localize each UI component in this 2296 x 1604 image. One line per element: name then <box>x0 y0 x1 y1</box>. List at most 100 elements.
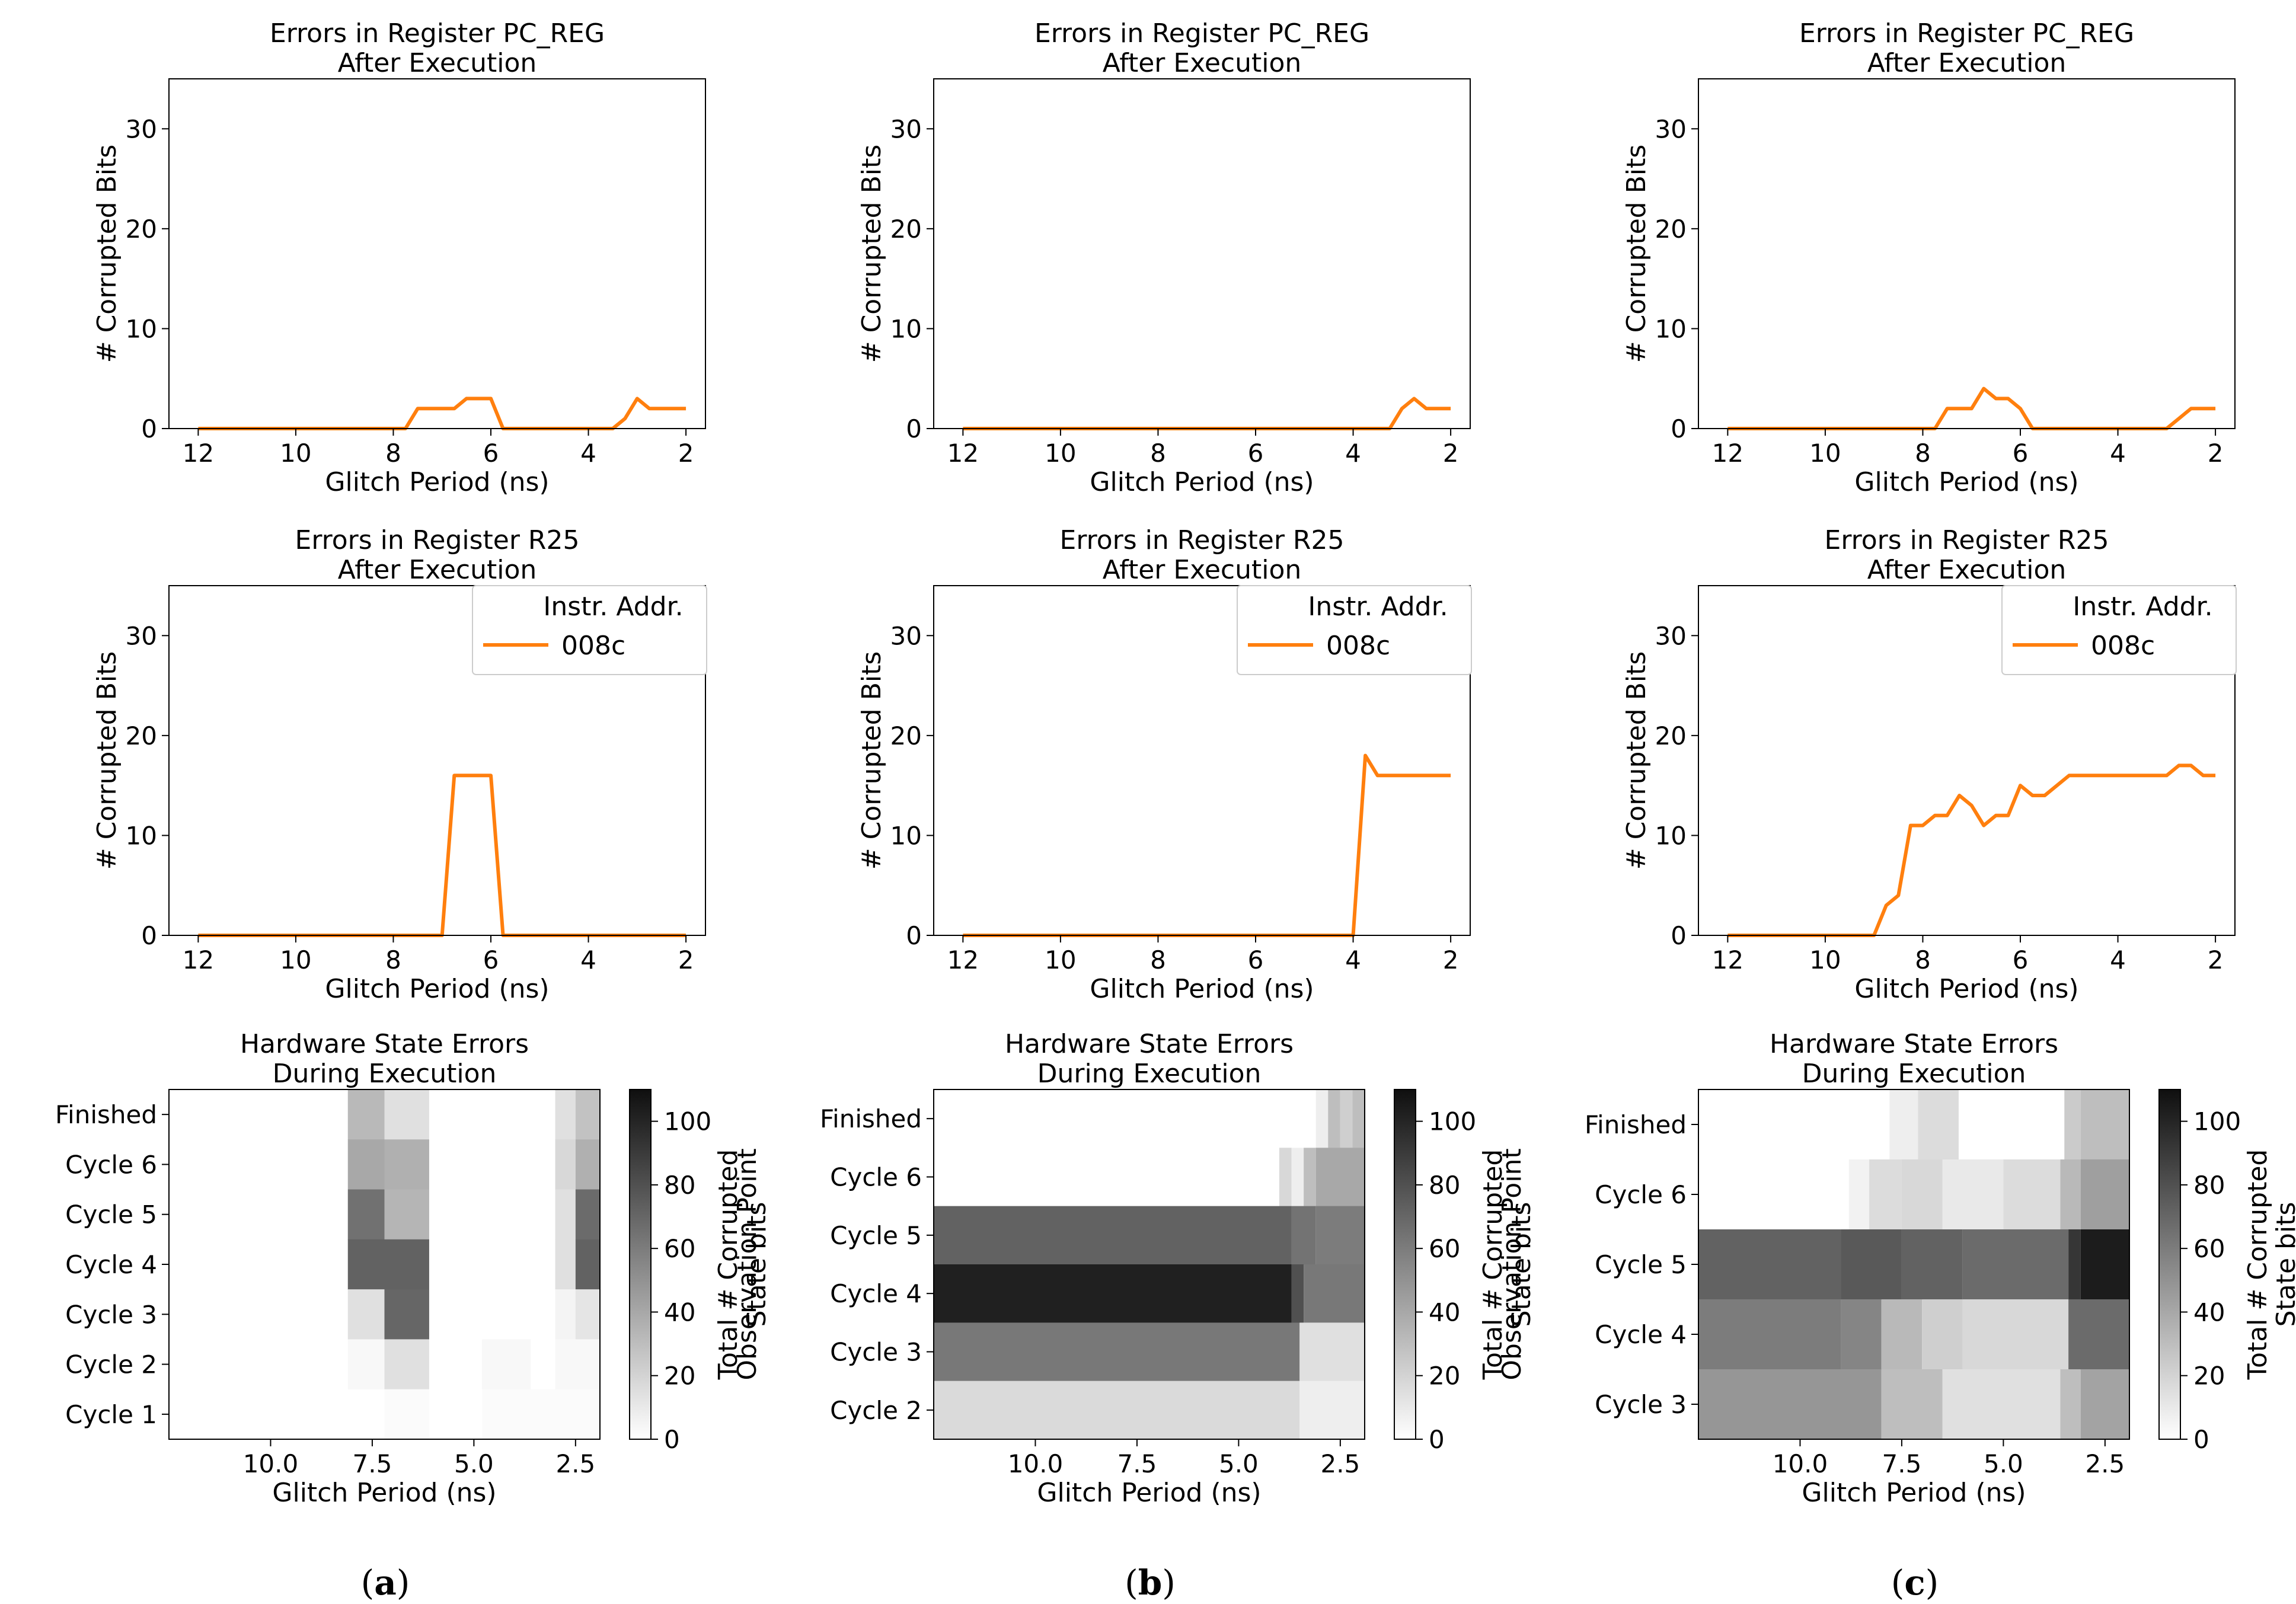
col-c-heat-heatmap-cell <box>1942 1369 2061 1440</box>
col-c-r25-xtick-label: 8 <box>1915 945 1931 974</box>
col-b-heat-heatmap-cell <box>1315 1089 1329 1148</box>
col-c-pcreg-xlabel: Glitch Period (ns) <box>1854 467 2078 497</box>
col-c-pcreg-ytick-label: 20 <box>1655 215 1687 244</box>
col-a-pcreg-xtick-label: 6 <box>483 439 499 468</box>
col-c-heat-heatmap-cell <box>1841 1229 1902 1300</box>
col-a-heat-cbar-tick-label: 20 <box>664 1362 695 1391</box>
col-a-heat-row-label: Cycle 3 <box>65 1300 157 1329</box>
col-b-heat-heatmap-cell <box>1315 1206 1365 1265</box>
col-b-r25-ytick-label: 20 <box>890 721 922 750</box>
col-c-heat-heatmap-cell <box>2068 1229 2081 1300</box>
col-b-heat-cbar-tick-label: 40 <box>1429 1298 1460 1327</box>
col-c-r25-ylabel: # Corrupted Bits <box>1621 651 1652 870</box>
col-b-r25-xtick-label: 8 <box>1150 945 1166 974</box>
col-a-heat-row-label: Cycle 4 <box>65 1250 157 1279</box>
col-c-heat-heatmap-cell <box>2060 1369 2081 1440</box>
subfigure-caption: (c) <box>1891 1563 1939 1603</box>
col-a-heat-heatmap-cell <box>384 1339 429 1390</box>
col-a-pcreg-xtick-label: 2 <box>678 439 694 468</box>
col-b-r25-title-line: Errors in Register R25 <box>1060 525 1345 555</box>
col-b-pcreg-ytick-label: 10 <box>890 314 922 343</box>
col-a-heat-heatmap-cell <box>555 1139 576 1190</box>
col-c-heat-xtick-label: 5.0 <box>1984 1449 2023 1478</box>
col-b-heat-row-label: Finished <box>820 1104 922 1133</box>
col-a-heat-cbar-tick-label: 40 <box>664 1298 695 1327</box>
col-b-heat-cbar-tick-label: 0 <box>1429 1425 1445 1454</box>
col-b-heat-cbar-label-line: Total # Corrupted <box>1478 1149 1508 1381</box>
col-c-r25-ytick-label: 0 <box>1671 921 1687 950</box>
col-c-heat-heatmap-cell <box>1698 1299 1841 1370</box>
col-a-pcreg-axes-frame <box>168 78 706 429</box>
col-c-pcreg-axes-frame <box>1698 78 2236 429</box>
col-b-heat-row-label: Cycle 4 <box>830 1279 922 1308</box>
col-b-r25-xtick-label: 6 <box>1248 945 1264 974</box>
col-a-r25-xtick-label: 4 <box>580 945 596 974</box>
col-c-r25-title-line: Errors in Register R25 <box>1825 525 2109 555</box>
col-b-pcreg-xtick-label: 8 <box>1150 439 1166 468</box>
col-c-heat-xtick-label: 2.5 <box>2085 1449 2125 1478</box>
col-a-pcreg-ylabel: # Corrupted Bits <box>92 145 122 363</box>
col-a-pcreg-xtick-label: 12 <box>183 439 214 468</box>
col-a-r25-title-line: After Execution <box>338 555 537 585</box>
col-a-heat-heatmap-cell <box>555 1289 576 1340</box>
col-a-heat-heatmap-cell <box>555 1339 600 1390</box>
col-c-heat-cbar-label-line: State bits <box>2271 1202 2296 1327</box>
col-c-heat-heatmap-cell <box>2080 1229 2129 1300</box>
col-b-heat-xtick-label: 10.0 <box>1008 1449 1064 1478</box>
col-a-heat-heatmap-cell <box>482 1389 600 1440</box>
col-a-pcreg-xtick-label: 4 <box>580 439 596 468</box>
col-a-r25-xtick-label: 2 <box>678 945 694 974</box>
col-b-heat-heatmap-cell <box>1291 1148 1304 1207</box>
col-b-heat-row-label: Cycle 5 <box>830 1221 922 1250</box>
col-b-r25-ytick-label: 0 <box>906 921 922 950</box>
col-c-heat-heatmap-cell <box>1901 1229 1963 1300</box>
col-c-heat-heatmap-cell <box>2080 1159 2129 1230</box>
col-b-r25-ytick-label: 10 <box>890 821 922 850</box>
col-a-heat-heatmap-cell <box>575 1189 600 1240</box>
col-b-heat-row-label: Cycle 3 <box>830 1338 922 1367</box>
col-a-heat-heatmap-cell <box>347 1239 429 1290</box>
col-c-heat-heatmap-cell <box>1881 1369 1943 1440</box>
col-c-pcreg-xtick-label: 4 <box>2110 439 2126 468</box>
col-b-r25-series-line <box>963 753 1451 937</box>
col-b-r25-legend-box <box>1237 585 1472 675</box>
col-c-heat-heatmap-cell <box>1942 1159 2004 1230</box>
col-a-heat-xtick-label: 7.5 <box>353 1449 392 1478</box>
col-a-heat-heatmap-cell <box>384 1189 429 1240</box>
col-a-r25-xtick-label: 10 <box>280 945 311 974</box>
col-a-heat-heatmap-cell <box>575 1239 600 1290</box>
col-c-heat-cbar-label-line: Total # Corrupted <box>2243 1149 2273 1381</box>
col-c-heat-cbar-tick-label: 100 <box>2193 1107 2241 1136</box>
col-a-heat-cbar-tick-label: 60 <box>664 1234 695 1263</box>
col-a-heat-heatmap-cell <box>347 1339 385 1390</box>
col-a-heat-row-label: Cycle 5 <box>65 1200 157 1229</box>
col-b-r25-xtick-label: 4 <box>1345 945 1361 974</box>
col-b-pcreg-title-line: Errors in Register PC_REG <box>1034 18 1369 49</box>
col-b-pcreg-title-line: After Execution <box>1103 48 1302 78</box>
col-a-r25-ylabel: # Corrupted Bits <box>92 651 122 870</box>
col-a-r25-ytick-label: 20 <box>126 721 157 750</box>
col-a-heat-heatmap-cell <box>555 1189 576 1240</box>
col-c-pcreg-title-line: After Execution <box>1867 48 2067 78</box>
col-a-heat-xtick-label: 5.0 <box>454 1449 494 1478</box>
col-c-r25-legend-entry: 008c <box>2091 631 2155 661</box>
col-a-heat-row-label: Cycle 1 <box>65 1400 157 1429</box>
col-b-heat-cbar-tick-label: 60 <box>1429 1234 1460 1263</box>
col-a-r25-xlabel: Glitch Period (ns) <box>325 974 549 1004</box>
col-c-pcreg-ylabel: # Corrupted Bits <box>1621 145 1652 363</box>
col-b-pcreg-xtick-label: 10 <box>1045 439 1076 468</box>
col-c-heat-cbar-tick-label: 0 <box>2193 1425 2209 1454</box>
col-a-r25-ytick-label: 30 <box>126 621 157 650</box>
col-c-pcreg-xtick-label: 2 <box>2208 439 2224 468</box>
col-c-heat-heatmap-cell <box>2068 1299 2129 1370</box>
col-a-r25-xtick-label: 12 <box>183 945 214 974</box>
col-b-heat-row-label: Cycle 2 <box>830 1396 922 1425</box>
col-b-pcreg-ylabel: # Corrupted Bits <box>857 145 887 363</box>
col-a-pcreg-xtick-label: 10 <box>280 439 311 468</box>
col-c-pcreg-ytick-label: 10 <box>1655 314 1687 343</box>
